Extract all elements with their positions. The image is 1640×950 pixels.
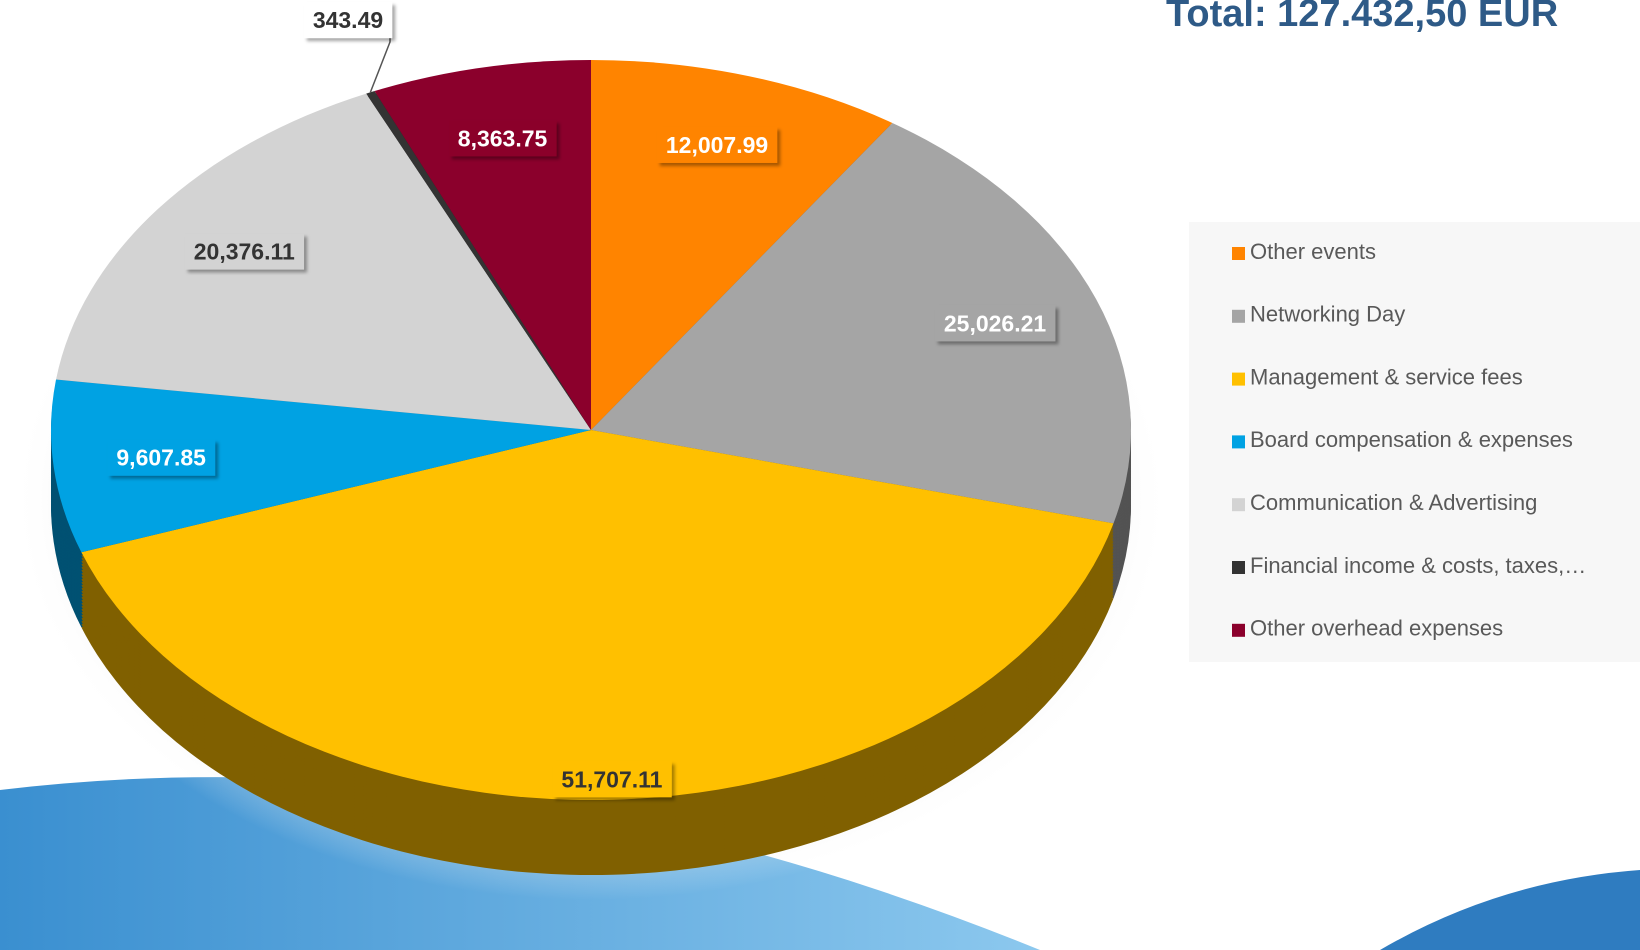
background-swoosh (1380, 870, 1640, 950)
label-box (184, 233, 305, 270)
chart-title: Total: 127.432,50 EUR (1166, 0, 1558, 35)
legend-swatch (1232, 372, 1245, 386)
label-box (934, 305, 1056, 342)
data-label: 20,376.11 (184, 233, 305, 270)
legend-label: Financial income & costs, taxes,… (1250, 553, 1586, 578)
legend-swatch (1232, 435, 1245, 449)
legend-label: Board compensation & expenses (1250, 427, 1573, 452)
data-label-text: 343.49 (313, 7, 383, 33)
pie (50, 60, 1131, 876)
data-label-text: 9,607.85 (116, 445, 206, 471)
legend: Other events Networking Day Management & s… (1232, 239, 1586, 641)
label-box (552, 761, 672, 798)
legend-label: Management & service fees (1250, 364, 1523, 389)
data-label: 8,363.75 (448, 120, 557, 157)
legend-swatch (1232, 247, 1245, 260)
label-box (107, 439, 216, 476)
slice (81, 430, 1114, 801)
slice (366, 91, 591, 431)
data-labels: 12,007.99 25,026.21 51,707.11 9,607.85 20,37… (107, 2, 1056, 798)
data-label: 51,707.11 (552, 761, 672, 798)
data-label-text: 25,026.21 (944, 310, 1047, 336)
legend-label: Communication & Advertising (1250, 490, 1537, 515)
label-box (656, 126, 778, 163)
data-label: 343.49 (303, 2, 393, 39)
label-box (303, 2, 393, 39)
data-label: 9,607.85 (107, 439, 216, 476)
legend-label: Other overhead expenses (1250, 616, 1503, 641)
legend-swatch (1232, 623, 1245, 637)
legend-swatch (1232, 498, 1245, 512)
label-box (448, 120, 557, 157)
data-label-text: 8,363.75 (458, 125, 548, 151)
data-label-text: 20,376.11 (194, 239, 295, 265)
data-label: 12,007.99 (656, 126, 778, 163)
legend-label: Networking Day (1250, 302, 1405, 327)
data-label-text: 12,007.99 (666, 132, 768, 158)
legend-swatch (1232, 561, 1245, 574)
data-label-text: 51,707.11 (561, 766, 662, 792)
slice (50, 379, 591, 553)
slice (56, 93, 591, 430)
data-label: 25,026.21 (934, 305, 1056, 342)
legend-swatch (1232, 309, 1245, 323)
slice (591, 122, 1131, 524)
legend-box (1189, 222, 1640, 662)
legend-label: Other events (1250, 239, 1376, 264)
